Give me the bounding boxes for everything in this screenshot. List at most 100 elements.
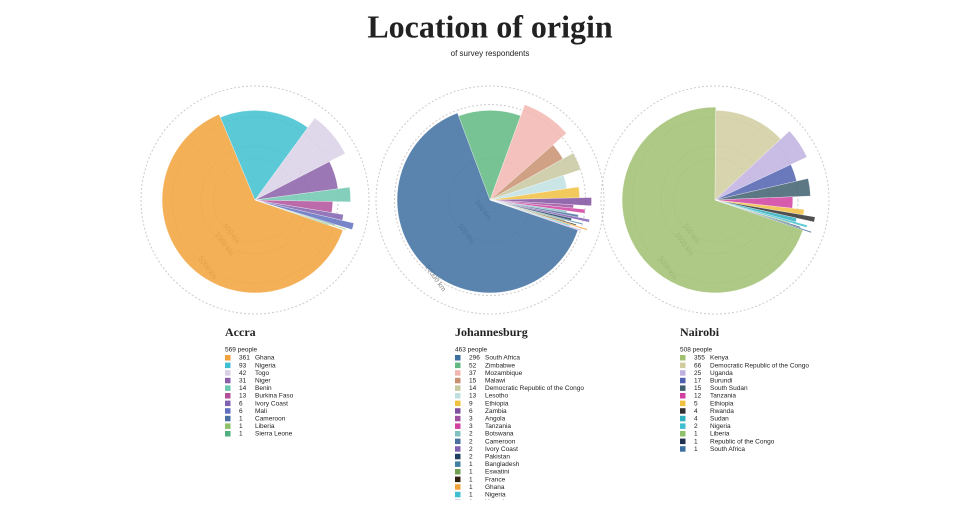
legend-swatch: [455, 446, 461, 452]
legend-count: 1: [694, 446, 698, 453]
legend-swatch: [680, 393, 686, 399]
legend-swatch: [455, 423, 461, 429]
legend-swatch: [455, 415, 461, 422]
legend-count: 6: [469, 408, 473, 415]
legend-count: 3: [469, 416, 473, 423]
legend-swatch: [680, 415, 686, 422]
legend-swatch: [680, 431, 686, 437]
legend-count: 2: [469, 454, 473, 461]
chart-subtitle: 463 people: [455, 347, 488, 354]
legend-count: 25: [694, 370, 702, 377]
legend-count: 2: [469, 446, 473, 453]
legend-swatch: [680, 370, 686, 376]
legend-swatch: [455, 362, 461, 369]
legend-swatch: [225, 370, 231, 376]
legend-count: 1: [469, 476, 473, 483]
wedge: [489, 104, 567, 201]
legend-swatch: [455, 453, 461, 460]
legend-swatch: [455, 393, 461, 399]
wedge: [458, 110, 521, 201]
legend-count: 13: [469, 393, 477, 400]
legend-swatch: [680, 438, 686, 445]
legend-swatch: [455, 491, 461, 498]
legend-count: 1: [694, 438, 698, 445]
legend-swatch: [225, 393, 231, 399]
legend-count: 4: [694, 416, 698, 423]
legend-count: 66: [694, 362, 702, 369]
legend-count: 93: [239, 362, 247, 369]
wedge: [714, 199, 812, 234]
legend-count: 2: [469, 438, 473, 445]
legend-count: 42: [239, 370, 247, 377]
legend-label: Democratic Republic of the Congo: [485, 385, 584, 392]
legend-swatch: [455, 431, 461, 437]
legend-count: 37: [469, 370, 477, 377]
legend-count: 1: [469, 492, 473, 499]
chart-title: Accra: [225, 325, 256, 339]
legend-label: Mali: [255, 408, 267, 415]
legend-label: Eswatini: [485, 469, 509, 476]
legend-label: Ethiopia: [710, 400, 734, 407]
legend-count: 1: [694, 431, 698, 438]
legend-label: Nigeria: [710, 423, 731, 430]
legend-label: Botswana: [485, 431, 514, 438]
legend-swatch: [455, 385, 461, 391]
legend-swatch: [680, 385, 686, 391]
legend-count: 296: [469, 355, 480, 362]
outer-ring: [600, 85, 830, 315]
wedge: [714, 178, 811, 201]
legend-count: 361: [239, 355, 250, 362]
legend-swatch: [455, 438, 461, 445]
legend-swatch: [225, 415, 231, 422]
legend-label: Kenya: [710, 355, 729, 362]
legend-swatch: [680, 400, 686, 407]
legend-swatch: [680, 446, 686, 452]
outer-ring: [140, 85, 370, 315]
legend-label: Niger: [255, 378, 271, 385]
legend-swatch: [455, 461, 461, 467]
legend-count: 1: [469, 484, 473, 491]
legend-count: 6: [239, 408, 243, 415]
legend-label: Democratic Republic of the Congo: [710, 362, 809, 369]
legend-label: Tanzania: [710, 393, 736, 400]
legend-label: Uganda: [710, 370, 733, 377]
legend-swatch: [225, 385, 231, 391]
legend-swatch: [225, 362, 231, 369]
legend-label: France: [485, 476, 506, 483]
legend-count: 3: [469, 423, 473, 430]
legend-count: 1: [239, 431, 243, 438]
legend-count: 5: [694, 400, 698, 407]
legend-label: Malawi: [485, 378, 505, 385]
legend-swatch: [225, 355, 231, 361]
legend-label: Ivory Coast: [255, 400, 288, 407]
legend-swatch: [225, 408, 231, 414]
wedge: [396, 112, 579, 293]
legend-count: 13: [239, 393, 247, 400]
wedge: [254, 117, 346, 201]
legend-count: 31: [239, 378, 247, 385]
legend-swatch: [680, 377, 686, 384]
legend-label: Liberia: [710, 431, 730, 438]
wedge: [254, 199, 330, 226]
legend-count: 1: [469, 469, 473, 476]
wedge: [622, 106, 804, 293]
legend-swatch: [225, 423, 231, 429]
legend-label: Nigeria: [255, 362, 276, 369]
legend-swatch: [680, 408, 686, 414]
legend-label: Benin: [255, 385, 272, 392]
legend-count: 4: [694, 408, 698, 415]
legend-count: 1: [469, 461, 473, 468]
legend-label: Lesotho: [485, 393, 509, 400]
legend-label: Ghana: [255, 355, 275, 362]
wedge: [254, 187, 351, 203]
legend-label: Rwanda: [710, 408, 734, 415]
wedge: [220, 110, 309, 201]
legend-swatch: [455, 370, 461, 376]
legend-swatch: [455, 355, 461, 361]
legend-label: Ghana: [485, 484, 505, 491]
wedge: [489, 199, 582, 232]
legend-swatch: [455, 400, 461, 407]
legend-label: Angola: [485, 416, 506, 423]
legend-count: 15: [694, 385, 702, 392]
legend-swatch: [680, 355, 686, 361]
